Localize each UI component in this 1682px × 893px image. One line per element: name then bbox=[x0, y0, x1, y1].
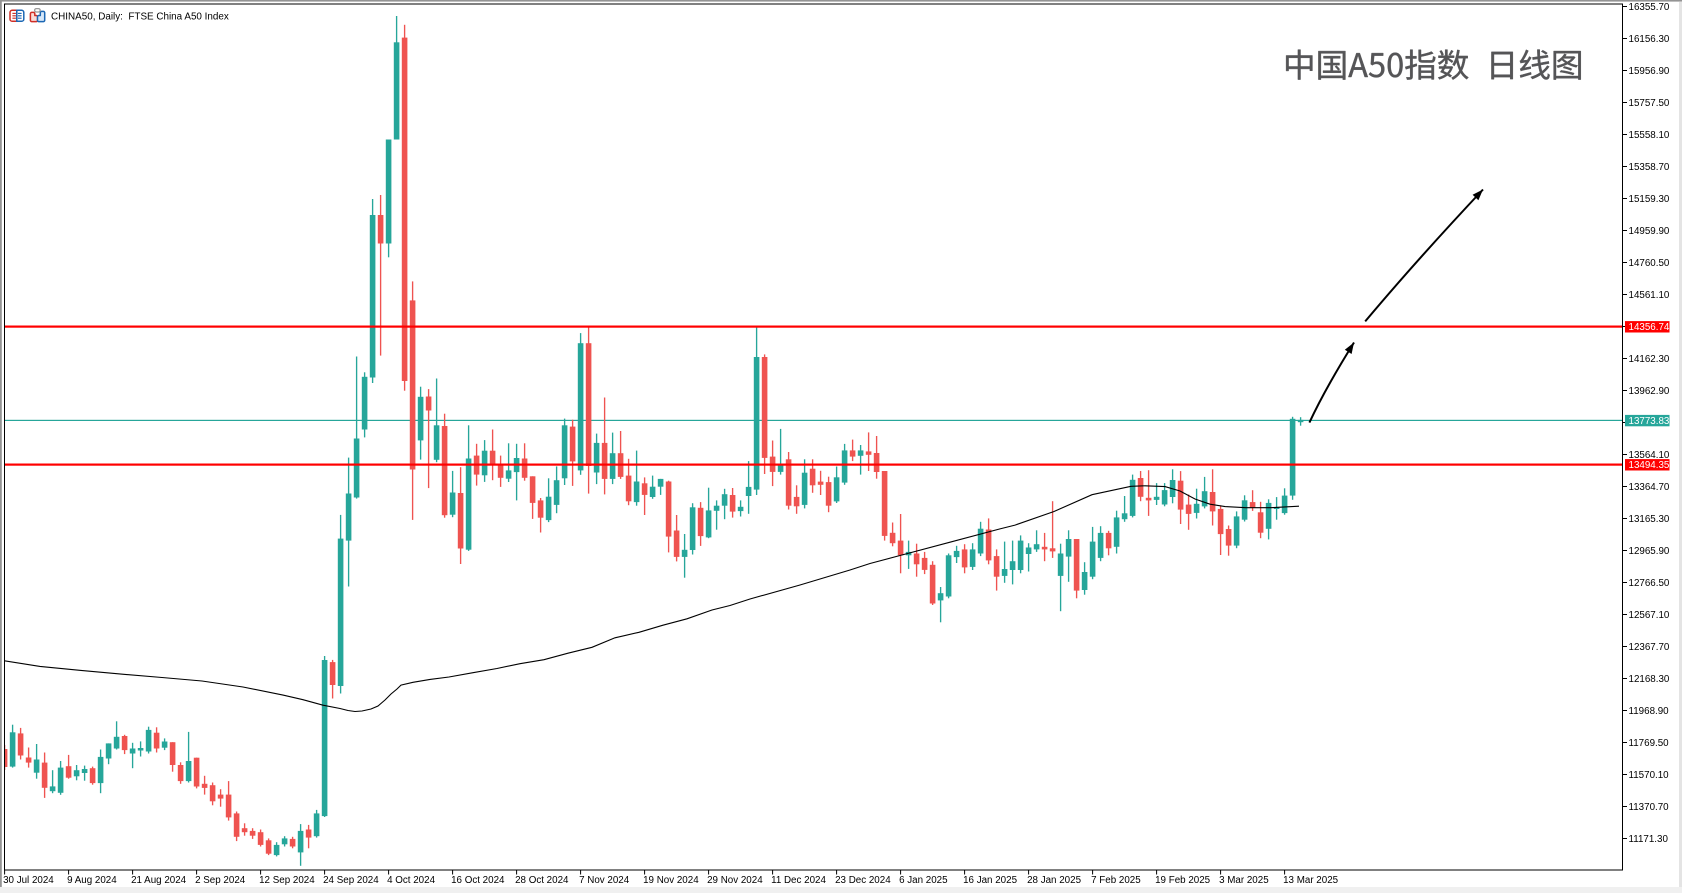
svg-text:3 Mar 2025: 3 Mar 2025 bbox=[1219, 875, 1269, 886]
svg-text:21 Aug 2024: 21 Aug 2024 bbox=[131, 875, 187, 886]
svg-text:11769.50: 11769.50 bbox=[1629, 738, 1670, 749]
svg-text:7 Feb 2025: 7 Feb 2025 bbox=[1091, 875, 1141, 886]
svg-text:13564.10: 13564.10 bbox=[1629, 450, 1670, 461]
svg-text:11570.10: 11570.10 bbox=[1629, 770, 1670, 781]
svg-text:2 Sep 2024: 2 Sep 2024 bbox=[195, 875, 246, 886]
svg-text:23 Dec 2024: 23 Dec 2024 bbox=[835, 875, 891, 886]
svg-text:30 Jul 2024: 30 Jul 2024 bbox=[3, 875, 54, 886]
svg-text:15757.50: 15757.50 bbox=[1629, 98, 1670, 109]
svg-text:14561.10: 14561.10 bbox=[1629, 290, 1670, 301]
svg-text:29 Nov 2024: 29 Nov 2024 bbox=[707, 875, 763, 886]
svg-text:16355.70: 16355.70 bbox=[1629, 2, 1670, 13]
svg-text:15159.30: 15159.30 bbox=[1629, 194, 1670, 205]
svg-text:13494.35: 13494.35 bbox=[1629, 460, 1670, 471]
svg-text:28 Oct 2024: 28 Oct 2024 bbox=[515, 875, 569, 886]
svg-text:16 Oct 2024: 16 Oct 2024 bbox=[451, 875, 505, 886]
svg-text:13165.30: 13165.30 bbox=[1629, 514, 1670, 525]
svg-text:19 Feb 2025: 19 Feb 2025 bbox=[1155, 875, 1211, 886]
svg-text:12367.70: 12367.70 bbox=[1629, 642, 1670, 653]
svg-text:CHINA50, Daily: FTSE China A5: CHINA50, Daily: FTSE China A50 Index bbox=[51, 12, 229, 23]
svg-text:19 Nov 2024: 19 Nov 2024 bbox=[643, 875, 699, 886]
svg-text:15558.10: 15558.10 bbox=[1629, 130, 1670, 141]
svg-text:28 Jan 2025: 28 Jan 2025 bbox=[1027, 875, 1081, 886]
svg-text:16156.30: 16156.30 bbox=[1629, 34, 1670, 45]
svg-text:14760.50: 14760.50 bbox=[1629, 258, 1670, 269]
svg-text:24 Sep 2024: 24 Sep 2024 bbox=[323, 875, 379, 886]
svg-text:15358.70: 15358.70 bbox=[1629, 162, 1670, 173]
svg-text:11 Dec 2024: 11 Dec 2024 bbox=[771, 875, 826, 886]
svg-text:12965.90: 12965.90 bbox=[1629, 546, 1670, 557]
svg-text:14356.74: 14356.74 bbox=[1629, 322, 1670, 333]
svg-text:16 Jan 2025: 16 Jan 2025 bbox=[963, 875, 1017, 886]
svg-text:13 Mar 2025: 13 Mar 2025 bbox=[1283, 875, 1339, 886]
svg-text:11171.30: 11171.30 bbox=[1629, 834, 1669, 845]
svg-text:11968.90: 11968.90 bbox=[1629, 706, 1670, 717]
svg-text:13962.90: 13962.90 bbox=[1629, 386, 1670, 397]
svg-text:12567.10: 12567.10 bbox=[1629, 610, 1670, 621]
svg-text:9 Aug 2024: 9 Aug 2024 bbox=[67, 875, 117, 886]
svg-text:13773.83: 13773.83 bbox=[1629, 416, 1670, 427]
svg-text:11370.70: 11370.70 bbox=[1629, 802, 1670, 813]
svg-text:15956.90: 15956.90 bbox=[1629, 66, 1670, 77]
svg-text:12766.50: 12766.50 bbox=[1629, 578, 1670, 589]
svg-text:7 Nov 2024: 7 Nov 2024 bbox=[579, 875, 630, 886]
svg-text:13364.70: 13364.70 bbox=[1629, 482, 1670, 493]
svg-text:6 Jan 2025: 6 Jan 2025 bbox=[899, 875, 948, 886]
svg-text:14162.30: 14162.30 bbox=[1629, 354, 1670, 365]
svg-text:4 Oct 2024: 4 Oct 2024 bbox=[387, 875, 435, 886]
svg-text:12168.30: 12168.30 bbox=[1629, 674, 1670, 685]
svg-text:14959.90: 14959.90 bbox=[1629, 226, 1670, 237]
svg-text:12 Sep 2024: 12 Sep 2024 bbox=[259, 875, 315, 886]
